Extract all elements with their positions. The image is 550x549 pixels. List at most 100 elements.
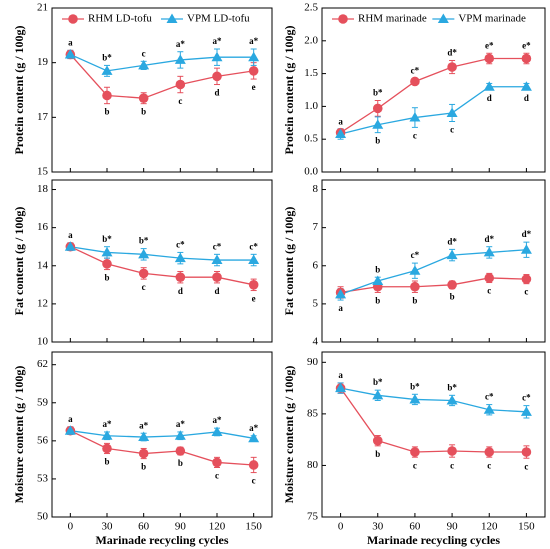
annotation: b — [450, 292, 455, 302]
marker — [446, 107, 458, 117]
y-tick-label: 0.0 — [304, 166, 318, 178]
marker — [484, 447, 495, 457]
marker — [174, 252, 186, 263]
annotation: b — [141, 462, 146, 472]
y-tick-label: 15 — [37, 166, 49, 178]
annotation: a — [338, 370, 343, 380]
marker — [372, 119, 384, 129]
marker — [335, 288, 347, 299]
annotation: a — [338, 303, 343, 313]
marker — [102, 443, 112, 454]
marker — [174, 430, 186, 440]
marker — [212, 457, 222, 468]
legend-marker — [68, 14, 78, 24]
marker — [446, 249, 458, 260]
marker — [248, 432, 260, 443]
series-line — [70, 53, 254, 72]
legend-label: RHM marinade — [358, 13, 427, 25]
x-tick-label: 150 — [245, 521, 262, 533]
series-line — [340, 57, 527, 134]
marker — [101, 65, 113, 75]
annotation: a — [68, 230, 73, 240]
marker — [447, 280, 457, 290]
y-tick-label: 85 — [307, 407, 319, 419]
annotation: d — [214, 88, 219, 98]
y-tick-label: 6 — [313, 259, 319, 271]
legend-label: VPM marinade — [458, 13, 526, 25]
annotation: c — [524, 461, 528, 471]
annotation: c — [413, 460, 417, 470]
series-line — [340, 387, 527, 453]
y-tick-label: 59 — [37, 396, 49, 408]
y-tick-label: 16 — [37, 221, 49, 233]
marker — [372, 389, 384, 400]
annotation: c* — [213, 241, 222, 251]
y-tick-label: 90 — [307, 356, 319, 368]
annotation: b* — [373, 377, 383, 387]
annotation: c — [252, 476, 256, 486]
plot-frame — [321, 179, 546, 343]
annotation: d* — [484, 234, 494, 244]
y-tick-label: 1.5 — [304, 67, 318, 79]
x-tick-label: 0 — [338, 521, 344, 533]
marker — [521, 53, 532, 64]
marker — [101, 430, 113, 440]
panel: 50 53 56 59 62 0 30 60 90 120 150 Marinade recyclin… — [12, 351, 273, 547]
marker — [520, 81, 532, 91]
marker — [211, 51, 223, 62]
y-tick-label: 53 — [37, 472, 49, 484]
annotation: a — [68, 414, 73, 424]
annotation: a* — [139, 420, 149, 430]
annotation: c — [487, 286, 491, 296]
annotation: b — [375, 136, 380, 146]
marker — [248, 280, 259, 290]
x-tick-label: 90 — [175, 521, 187, 533]
y-tick-label: 14 — [37, 259, 49, 271]
annotation: d* — [522, 229, 532, 239]
annotation: c* — [522, 393, 531, 403]
y-tick-label: 10 — [37, 336, 49, 348]
marker — [211, 426, 223, 436]
marker — [64, 241, 76, 251]
marker — [175, 272, 186, 283]
annotation: b — [104, 273, 109, 283]
legend-marker — [437, 13, 449, 23]
y-tick-label: 19 — [37, 56, 49, 68]
annotation: c — [487, 460, 491, 470]
y-tick-label: 8 — [313, 183, 319, 195]
marker — [521, 447, 532, 457]
y-tick-label: 80 — [307, 459, 319, 471]
marker — [138, 448, 149, 459]
annotation: d* — [447, 48, 457, 58]
x-axis-label: Marinade recycling cycles — [367, 533, 500, 547]
marker — [483, 246, 495, 257]
annotation: b* — [410, 381, 420, 391]
legend-marker — [338, 14, 348, 24]
annotation: b* — [447, 382, 457, 392]
marker — [248, 66, 259, 76]
y-axis-label: Fat content (g / 100g) — [12, 207, 26, 316]
marker — [248, 254, 260, 265]
y-tick-label: 2.0 — [304, 34, 318, 46]
plot-frame — [51, 179, 273, 343]
marker — [484, 273, 495, 283]
marker — [483, 81, 495, 91]
y-tick-label: 12 — [37, 297, 48, 309]
marker — [102, 259, 112, 269]
marker — [212, 272, 222, 283]
marker — [409, 265, 421, 275]
annotation: a — [68, 37, 73, 47]
annotation: b — [104, 107, 109, 117]
marker — [102, 90, 112, 101]
annotation: a* — [249, 423, 259, 433]
legend-label: RHM LD-tofu — [88, 13, 152, 25]
annotation: a* — [213, 415, 223, 425]
annotation: b* — [102, 52, 112, 62]
marker — [372, 103, 383, 114]
annotation: a — [338, 116, 343, 126]
y-axis-label: Protein content (g / 100g) — [282, 25, 296, 154]
annotation: b — [141, 107, 146, 117]
y-tick-label: 7 — [313, 221, 319, 233]
annotation: c — [450, 125, 454, 135]
